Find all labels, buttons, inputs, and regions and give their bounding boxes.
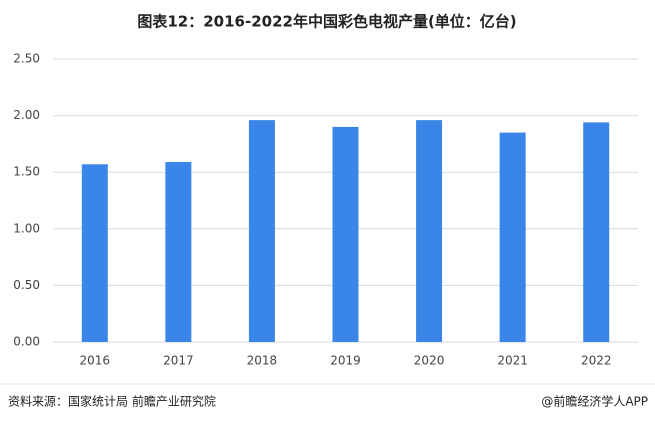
- chart-title: 图表12：2016-2022年中国彩色电视产量(单位：亿台): [137, 13, 516, 31]
- y-tick-label: 2.50: [13, 52, 40, 66]
- x-tick-label: 2021: [497, 354, 528, 368]
- bar: [583, 122, 610, 342]
- y-tick-label: 1.00: [13, 221, 40, 235]
- bar: [165, 162, 192, 342]
- x-tick-label: 2016: [80, 354, 111, 368]
- source-note: 资料来源：国家统计局 前瞻产业研究院: [8, 394, 216, 409]
- credit: @前瞻经济学人APP: [541, 394, 648, 409]
- bar: [499, 132, 526, 342]
- y-tick-label: 0.00: [13, 335, 40, 349]
- bar: [248, 120, 275, 343]
- bar: [332, 126, 359, 342]
- x-tick-label: 2017: [163, 354, 194, 368]
- x-tick-label: 2019: [330, 354, 361, 368]
- bar: [81, 164, 108, 342]
- y-tick-label: 0.50: [13, 278, 40, 292]
- x-tick-label: 2020: [414, 354, 445, 368]
- x-tick-label: 2022: [581, 354, 612, 368]
- x-tick-label: 2018: [247, 354, 278, 368]
- y-tick-label: 1.50: [13, 165, 40, 179]
- bar: [416, 120, 443, 343]
- y-tick-label: 2.00: [13, 108, 40, 122]
